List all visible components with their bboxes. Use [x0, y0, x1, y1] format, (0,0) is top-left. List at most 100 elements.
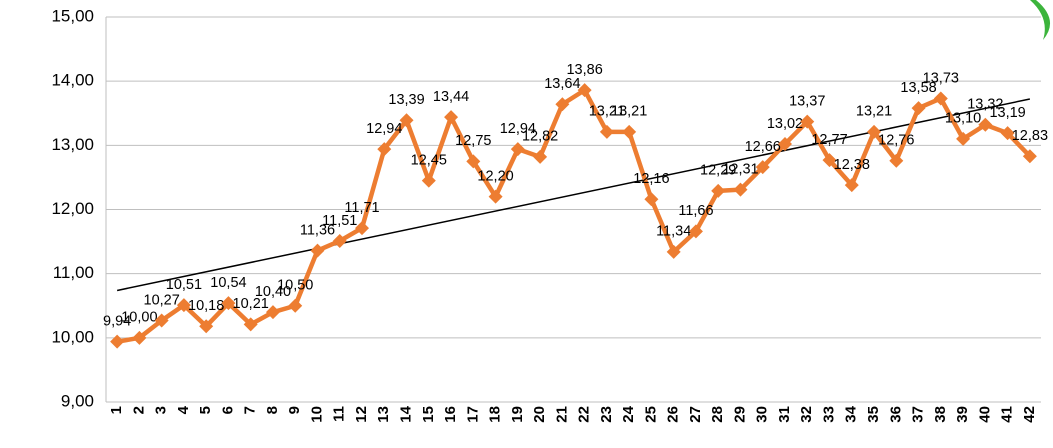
- x-tick-label: 15: [420, 406, 437, 423]
- x-tick-label: 19: [509, 406, 526, 423]
- marker: [978, 117, 993, 132]
- x-tick-label: 26: [665, 406, 682, 423]
- marker: [377, 142, 392, 157]
- x-tick-label: 40: [976, 406, 993, 423]
- data-label: 11,66: [678, 203, 713, 219]
- marker: [644, 192, 659, 207]
- x-tick-label: 4: [175, 405, 192, 414]
- marker: [466, 154, 481, 169]
- data-label: 12,94: [500, 121, 536, 137]
- data-label: 10,40: [255, 284, 291, 300]
- x-tick-label: 28: [709, 406, 726, 423]
- data-label: 10,27: [144, 292, 180, 308]
- x-tick-label: 27: [687, 406, 704, 423]
- data-label: 10,18: [188, 298, 224, 314]
- x-tick-label: 6: [219, 406, 236, 414]
- marker: [889, 153, 904, 168]
- data-label: 13,02: [767, 116, 803, 132]
- marker: [243, 317, 258, 332]
- data-label: 13,37: [789, 93, 825, 109]
- data-label: 10,00: [121, 310, 157, 326]
- x-tick-label: 12: [353, 406, 370, 423]
- marker: [956, 131, 971, 146]
- marker: [176, 298, 191, 313]
- x-tick-label: 38: [932, 406, 949, 423]
- data-label: 12,75: [455, 133, 491, 149]
- x-tick-label: 36: [887, 406, 904, 423]
- x-tick-label: 25: [642, 406, 659, 423]
- marker: [911, 101, 926, 116]
- marker: [154, 313, 169, 328]
- data-label: 12,66: [745, 139, 781, 155]
- data-label: 12,82: [522, 129, 558, 145]
- x-tick-label: 13: [375, 406, 392, 423]
- data-label: 12,83: [1012, 128, 1048, 144]
- data-label: 13,21: [589, 104, 625, 120]
- marker: [1000, 126, 1015, 141]
- marker: [844, 178, 859, 193]
- y-tick-label: 12,00: [51, 199, 94, 218]
- x-tick-label: 34: [843, 405, 860, 422]
- marker: [933, 91, 948, 106]
- marker: [288, 298, 303, 313]
- data-label: 12,20: [477, 168, 513, 184]
- x-tick-label: 16: [442, 406, 459, 423]
- x-tick-label: 42: [1021, 406, 1038, 423]
- data-label: 13,19: [989, 105, 1025, 121]
- data-label: 12,45: [411, 152, 447, 168]
- x-tick-label: 14: [398, 405, 415, 422]
- data-label: 10,54: [210, 275, 246, 291]
- x-tick-label: 3: [153, 406, 170, 414]
- data-label: 9,94: [103, 314, 131, 330]
- x-tick-label: 17: [464, 406, 481, 423]
- data-label: 12,77: [811, 132, 847, 148]
- marker: [199, 319, 214, 334]
- marker: [555, 97, 570, 112]
- data-label: 13,73: [923, 70, 959, 86]
- x-tick-label: 37: [910, 406, 927, 423]
- x-tick-label: 20: [531, 406, 548, 423]
- x-tick-label: 21: [553, 406, 570, 423]
- x-tick-label: 18: [487, 406, 504, 423]
- y-tick-label: 11,00: [53, 263, 94, 282]
- data-label: 12,94: [366, 121, 402, 137]
- marker: [399, 113, 414, 128]
- marker: [1022, 149, 1037, 164]
- data-label: 12,29: [700, 163, 736, 179]
- marker: [221, 296, 236, 311]
- data-label: 11,36: [300, 222, 335, 238]
- marker: [622, 124, 637, 139]
- x-tick-label: 33: [820, 406, 837, 423]
- data-label: 13,21: [611, 104, 647, 120]
- y-tick-label: 10,00: [51, 327, 94, 346]
- marker: [822, 153, 837, 168]
- y-tick-label: 13,00: [51, 135, 94, 154]
- marker: [755, 160, 770, 175]
- marker: [533, 149, 548, 164]
- marker: [110, 334, 125, 349]
- x-tick-label: 22: [576, 406, 593, 423]
- x-tick-label: 7: [242, 406, 259, 414]
- marker: [733, 182, 748, 197]
- x-tick-label: 11: [331, 406, 348, 422]
- marker: [800, 114, 815, 129]
- marker: [599, 124, 614, 139]
- marker: [310, 243, 325, 258]
- marker: [421, 173, 436, 188]
- x-tick-label: 5: [197, 406, 214, 414]
- marker: [577, 83, 592, 98]
- data-label: 13,10: [945, 111, 981, 127]
- y-tick-label: 15,00: [51, 6, 94, 25]
- data-label: 12,31: [722, 161, 758, 177]
- marker: [265, 305, 280, 320]
- marker: [355, 221, 370, 236]
- x-tick-label: 35: [865, 406, 882, 423]
- x-tick-label: 32: [798, 406, 815, 423]
- x-tick-label: 41: [999, 406, 1016, 423]
- data-label: 13,86: [566, 62, 602, 78]
- data-label: 11,51: [322, 213, 357, 229]
- data-label: 13,44: [433, 89, 469, 105]
- marker: [444, 110, 459, 125]
